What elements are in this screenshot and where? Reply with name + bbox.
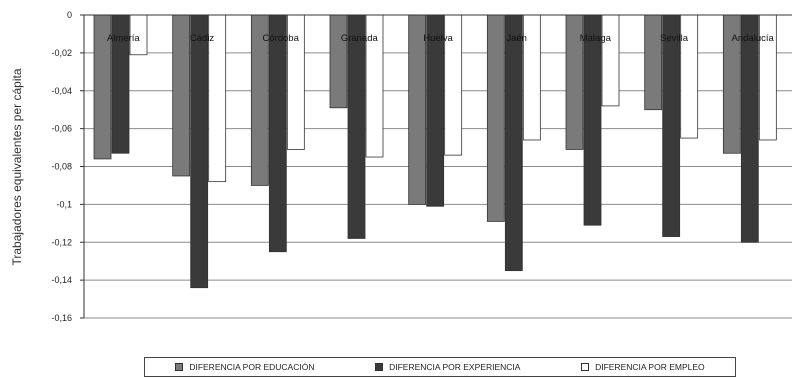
bar-empleo <box>601 14 620 107</box>
category-label: Cádiz <box>190 33 215 44</box>
legend-swatch <box>581 363 590 371</box>
legend-swatch <box>175 363 184 371</box>
y-tick-label: -0,12 <box>51 237 72 247</box>
bars <box>93 14 777 289</box>
y-tick-label: -0,04 <box>51 86 72 96</box>
y-tick-label: -0,16 <box>51 313 72 323</box>
bar-experiencia <box>740 14 759 243</box>
bar-experiencia <box>583 14 602 226</box>
legend-label: DIFERENCIA POR EDUCACIÓN <box>189 362 315 372</box>
category-label: Almería <box>107 33 140 44</box>
y-tick-label: -0,1 <box>56 199 72 209</box>
y-tick-label: -0,08 <box>51 162 72 172</box>
legend-label: DIFERENCIA POR EMPLEO <box>595 362 705 372</box>
bar-experiencia <box>190 14 209 289</box>
bar-experiencia <box>268 14 287 253</box>
y-tick-labels: 0 -0,02 -0,04 -0,06 -0,08 -0,1 -0,12 -0,14 -0,16 <box>51 10 84 323</box>
category-label: Granada <box>341 33 379 44</box>
legend-item-educacion: DIFERENCIA POR EDUCACIÓN <box>175 362 314 372</box>
category-label: Huelva <box>423 33 453 44</box>
y-axis-label: Trabajadores equivalentes per cápita <box>10 68 24 265</box>
bar-educacion <box>172 14 191 177</box>
legend-item-empleo: DIFERENCIA POR EMPLEO <box>581 362 705 372</box>
legend-swatch <box>375 363 384 371</box>
category-label: Córdoba <box>262 33 299 44</box>
y-tick-label: 0 <box>67 10 72 20</box>
y-tick-label: -0,06 <box>51 124 72 134</box>
chart: Trabajadores equivalentes per cápita 0 -0… <box>10 10 792 323</box>
y-tick-label: -0,02 <box>51 48 72 58</box>
legend-label: DIFERENCIA POR EXPERIENCIA <box>389 362 521 372</box>
bar-educacion <box>329 14 348 109</box>
category-label: Málaga <box>580 33 612 44</box>
bar-experiencia <box>347 14 366 239</box>
legend: DIFERENCIA POR EDUCACIÓN DIFERENCIA POR E… <box>144 357 736 377</box>
category-label: Jaén <box>506 33 527 44</box>
category-label: Andalucía <box>732 33 775 44</box>
bar-experiencia <box>662 14 681 237</box>
legend-item-experiencia: DIFERENCIA POR EXPERIENCIA <box>375 362 520 372</box>
bar-experiencia <box>504 14 523 272</box>
category-labels: Almería Cádiz Córdoba Granada Huelva Jaén Mála… <box>107 33 775 44</box>
bar-educacion <box>644 14 663 111</box>
category-label: Sevilla <box>660 33 689 44</box>
y-tick-label: -0,14 <box>51 275 72 285</box>
bar-educacion <box>486 14 505 222</box>
